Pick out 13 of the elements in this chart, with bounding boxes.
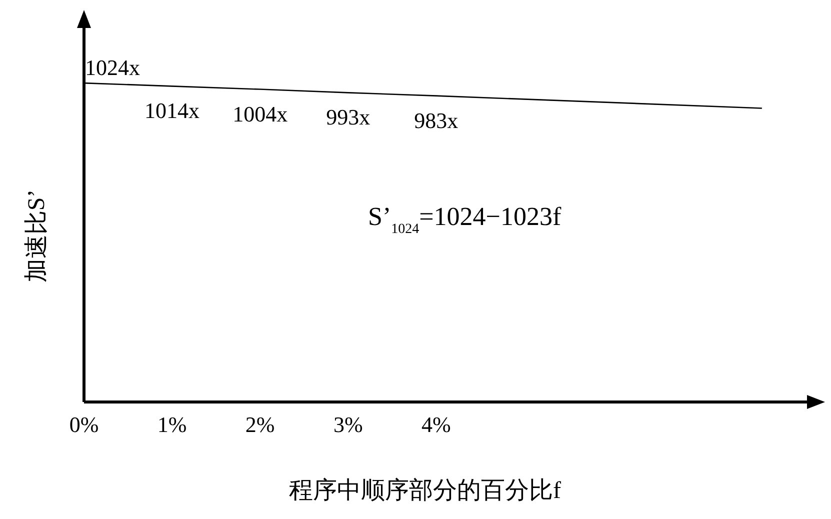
data-label: 983x: [414, 108, 458, 133]
data-label: 1024x: [85, 55, 140, 80]
x-tick-label: 4%: [422, 412, 451, 437]
x-axis-title: 程序中顺序部分的百分比f: [289, 477, 561, 504]
data-label: 1014x: [144, 98, 200, 124]
x-tick-label: 1%: [157, 412, 187, 437]
x-tick-label: 3%: [333, 412, 363, 437]
x-tick-label: 2%: [245, 412, 275, 437]
data-label: 993x: [326, 104, 370, 130]
annotation: S’$_{1024}$=1024−1023f: [368, 202, 562, 236]
data-label: 1004x: [232, 101, 288, 126]
y-axis-title: 加速比S’: [24, 189, 50, 283]
x-tick-label: 0%: [69, 412, 99, 437]
